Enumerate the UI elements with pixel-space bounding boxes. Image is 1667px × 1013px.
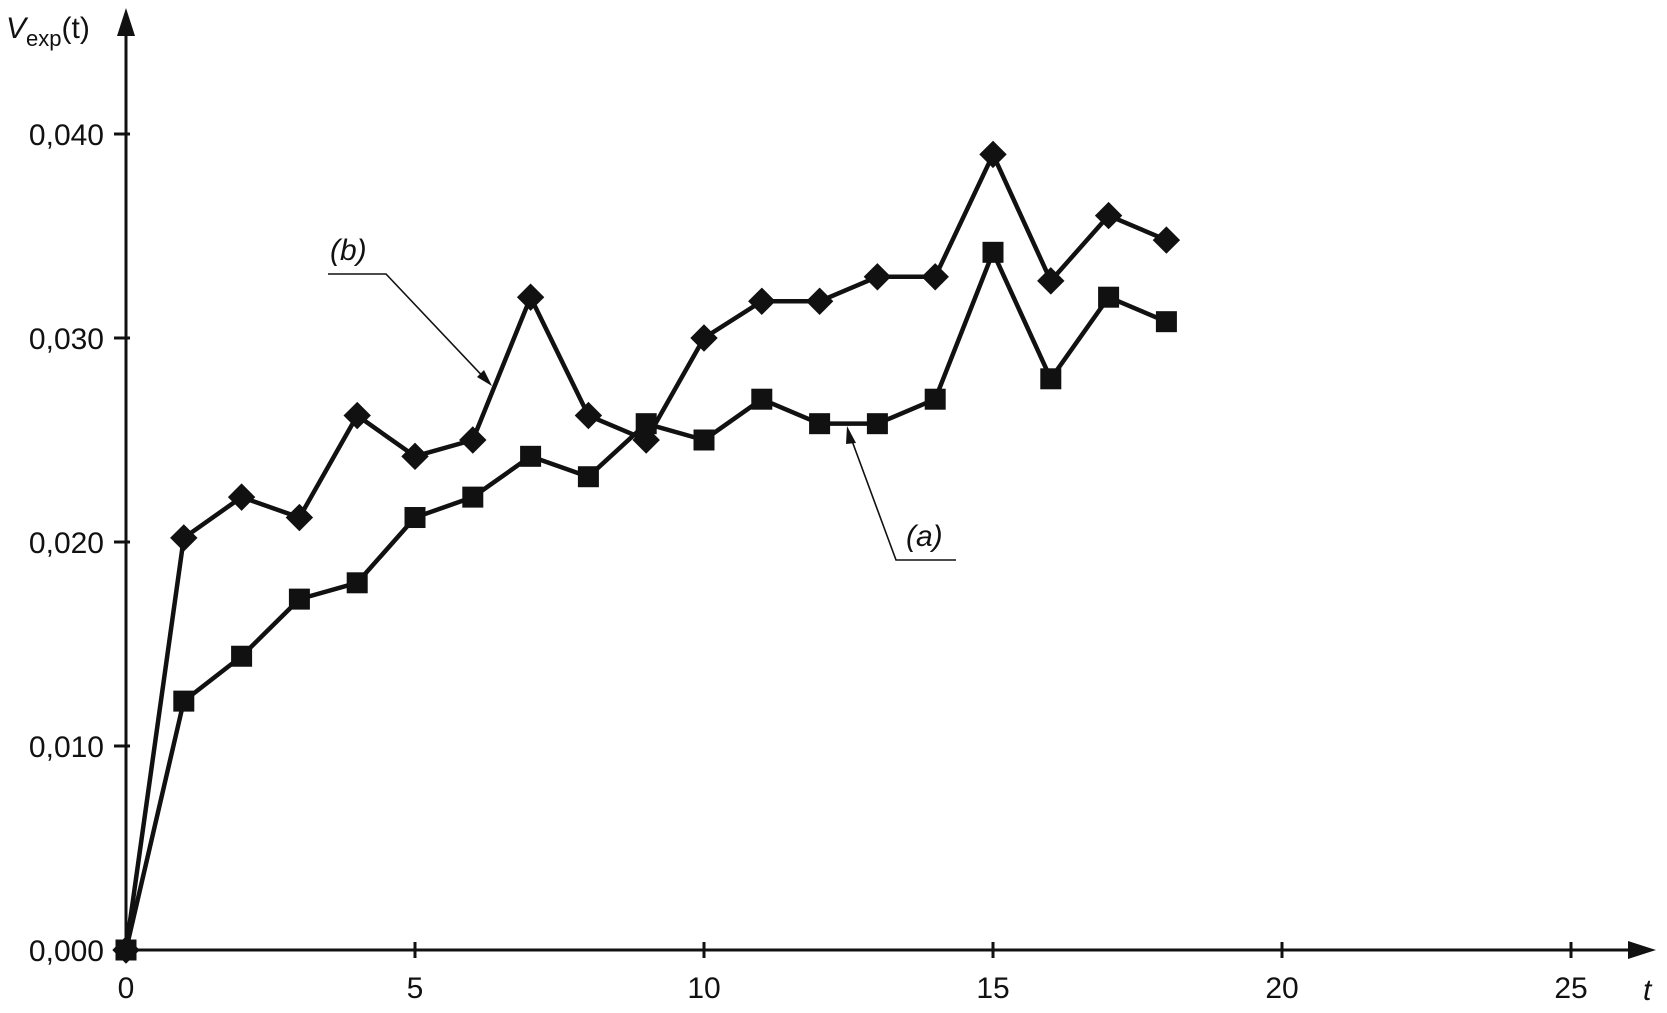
data-point-diamond: [112, 936, 140, 964]
data-point-square: [346, 572, 368, 594]
data-point-diamond: [690, 324, 718, 352]
callout-a-leader: [847, 429, 956, 561]
data-point-diamond: [285, 503, 314, 532]
data-point-diamond: [979, 140, 1007, 169]
series-layer: [112, 140, 1181, 964]
callout-b-arrowhead: [477, 370, 492, 386]
callout-a-label: (a): [906, 520, 943, 553]
y-tick-label: 0,030: [29, 323, 104, 356]
data-point-square: [173, 690, 195, 712]
data-point-square: [288, 588, 310, 610]
data-point-square: [751, 388, 773, 410]
data-point-square: [577, 466, 599, 488]
x-tick-label: 15: [976, 972, 1009, 1005]
data-point-square: [520, 445, 542, 467]
series-a: [115, 241, 1177, 961]
y-axis-title-arg: (t): [62, 12, 90, 45]
data-point-diamond: [516, 283, 545, 311]
y-tick-label: 0,010: [29, 731, 104, 764]
data-point-diamond: [1152, 226, 1181, 254]
data-point-square: [231, 645, 253, 667]
data-point-diamond: [170, 524, 198, 552]
data-point-square: [1098, 286, 1120, 308]
data-point-square: [809, 413, 831, 435]
callout-b: (b): [328, 234, 492, 386]
x-tick-label: 0: [118, 972, 135, 1005]
x-tick-label: 5: [407, 972, 424, 1005]
x-tick-label: 25: [1554, 972, 1587, 1005]
series-line: [123, 152, 1168, 951]
data-point-square: [866, 413, 888, 435]
data-point-diamond: [805, 287, 834, 315]
callout-b-leader: [328, 273, 491, 385]
data-point-diamond: [921, 263, 949, 291]
callout-b-label: (b): [330, 234, 367, 267]
data-point-square: [924, 388, 946, 410]
data-point-diamond: [343, 401, 371, 430]
data-point-diamond: [748, 287, 776, 315]
x-tick-label: 10: [687, 972, 720, 1005]
data-point-diamond: [574, 401, 603, 430]
y-tick-label: 0,020: [29, 527, 104, 560]
series-b: [112, 140, 1181, 964]
y-axis-title: Vexp(t): [6, 12, 90, 51]
y-axis-arrowhead: [117, 8, 135, 36]
data-point-diamond: [1094, 201, 1123, 230]
series-line: [123, 250, 1168, 951]
callout-a: (a): [846, 426, 956, 561]
data-point-square: [982, 241, 1004, 263]
y-tick-label: 0,000: [29, 935, 104, 968]
data-point-diamond: [1037, 267, 1065, 295]
data-point-diamond: [632, 426, 660, 454]
data-point-diamond: [227, 483, 256, 511]
y-axis-title-subscript: exp: [26, 26, 61, 51]
data-point-square: [1040, 368, 1062, 390]
y-axis-title-main: V: [6, 12, 29, 45]
data-point-diamond: [459, 426, 487, 454]
data-point-square: [404, 507, 426, 529]
data-point-square: [462, 486, 484, 508]
data-point-diamond: [401, 442, 429, 471]
y-tick-label: 0,040: [29, 119, 104, 152]
axis-ticks: 0 5 10 15 20 25 0,000 0,010 0,020 0,030 0,040: [29, 119, 1588, 1005]
callout-a-arrowhead: [846, 426, 856, 444]
data-point-square: [1155, 311, 1177, 333]
data-point-diamond: [863, 263, 892, 291]
x-axis-arrowhead: [1628, 941, 1656, 959]
x-tick-label: 20: [1265, 972, 1298, 1005]
data-point-square: [693, 429, 715, 451]
x-axis-title: t: [1643, 974, 1653, 1007]
